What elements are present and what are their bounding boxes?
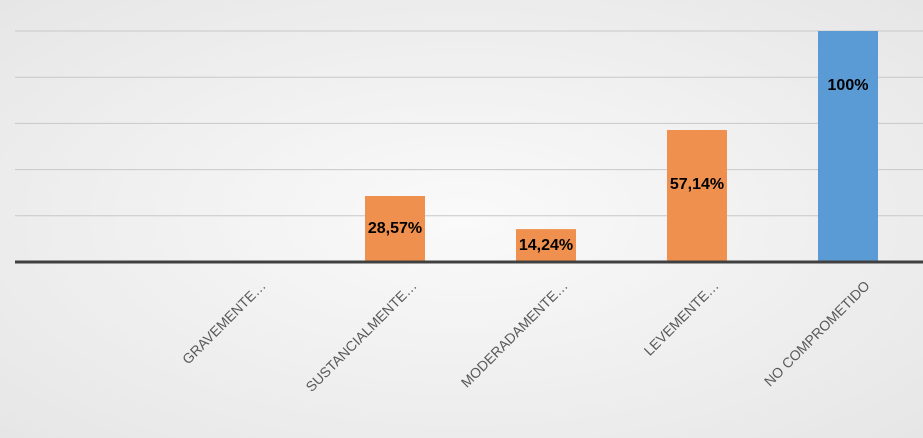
x-tick-label: SUSTANCIALMENTE… [302,277,419,394]
data-label: 28,57% [368,220,422,237]
bar [516,229,576,262]
x-tick-label: MODERADAMENTE… [458,277,571,390]
data-label: 57,14% [670,176,724,193]
bar [667,130,727,262]
x-tick-label: LEVEMENTE… [641,277,722,358]
bar [365,196,425,262]
x-tick-label: NO COMPROMETIDO [761,277,873,389]
bar [818,31,878,262]
x-tick-label: GRAVEMENTE… [179,277,269,367]
data-label: 100% [828,77,869,94]
data-label: 14,24% [519,237,573,254]
